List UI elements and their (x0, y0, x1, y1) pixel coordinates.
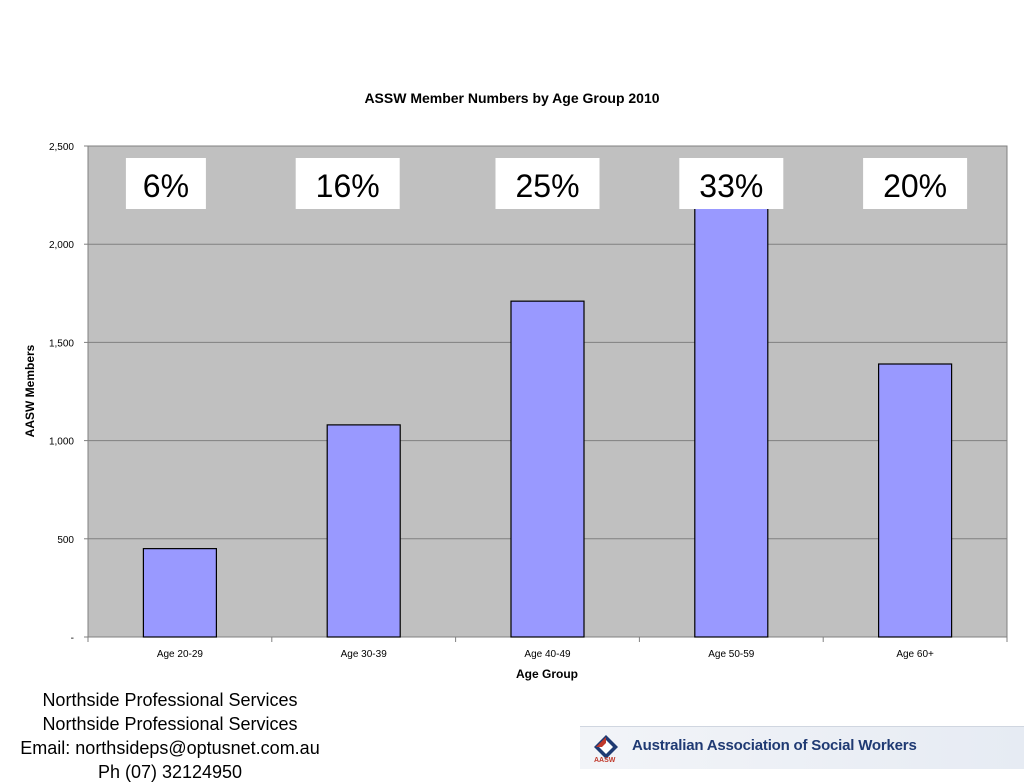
aasw-abbrev: AASW (594, 757, 616, 764)
footer-email: Email: northsideps@optusnet.com.au (20, 738, 320, 758)
x-tick-label: Age 20-29 (157, 649, 204, 660)
y-axis-title: AASW Members (23, 344, 37, 437)
y-tick-label: 1,000 (49, 437, 74, 448)
bar (694, 204, 769, 638)
x-axis-ticks: Age 20-29 Age 30-39 Age 40-49 Age 50-59 Age … (87, 637, 1008, 660)
percent-label-text: 33% (699, 168, 763, 204)
aasw-org-name: Australian Association of Social Workers (632, 737, 917, 754)
x-tick-label: Age 40-49 (524, 649, 571, 660)
y-tick-label: 2,500 (49, 142, 74, 153)
footer-line-1: Northside Professional Services (42, 690, 298, 710)
y-tick-label: 2,000 (49, 240, 74, 251)
bar (510, 300, 585, 638)
x-axis-title: Age Group (516, 667, 578, 681)
percent-label: 33% (679, 158, 784, 209)
y-axis-ticks: - 500 1,000 1,500 2,000 2,500 (49, 142, 88, 644)
bar-chart: ASSW Member Numbers by Age Group 2010 - 5… (23, 90, 1008, 681)
x-tick-label: Age 30-39 (341, 649, 388, 660)
chart-title: ASSW Member Numbers by Age Group 2010 (364, 90, 659, 106)
percent-label-text: 25% (515, 168, 579, 204)
footer-line-2: Northside Professional Services (42, 714, 298, 734)
bar (326, 424, 401, 638)
y-tick-label: 1,500 (49, 338, 74, 349)
aasw-logo-banner: AASW Australian Association of Social Wo… (580, 726, 1024, 769)
footer-contact: Northside Professional Services Northsid… (0, 688, 340, 784)
percent-label-text: 16% (316, 168, 380, 204)
bars (142, 204, 953, 638)
percent-label-text: 6% (143, 168, 189, 204)
percent-label-text: 20% (883, 168, 947, 204)
x-tick-label: Age 60+ (896, 649, 934, 660)
bar (877, 363, 953, 638)
percent-label: 20% (863, 158, 968, 209)
percent-label: 25% (495, 158, 600, 209)
aasw-logo-icon (594, 735, 618, 759)
percent-labels: 6% 16% 25% 33% 20% (125, 158, 968, 209)
y-tick-label: - (71, 633, 74, 644)
percent-label: 16% (295, 158, 400, 209)
y-tick-label: 500 (57, 535, 74, 546)
x-tick-label: Age 50-59 (708, 649, 755, 660)
footer-phone: Ph (07) 32124950 (97, 762, 243, 782)
percent-label: 6% (125, 158, 206, 209)
bar (142, 548, 217, 638)
